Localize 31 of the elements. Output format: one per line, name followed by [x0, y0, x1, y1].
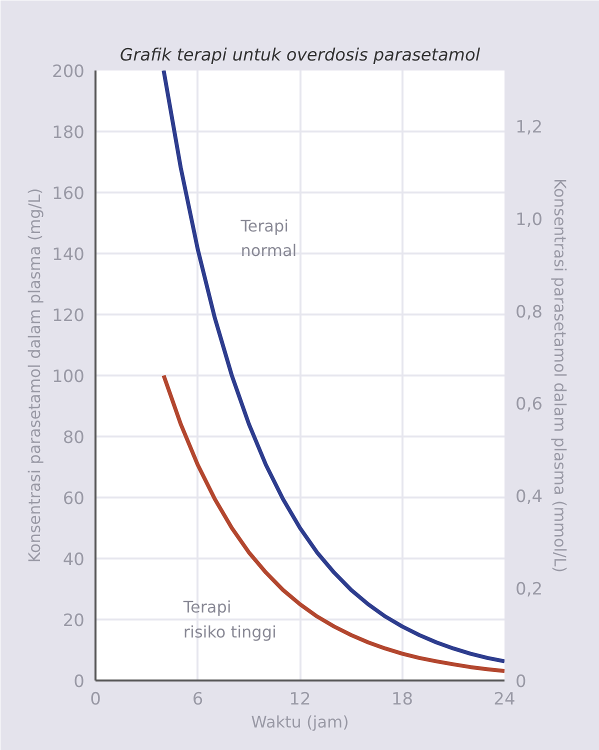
annotation: Terapi risiko tinggi	[182, 598, 276, 642]
annotation: Terapi normal	[240, 216, 297, 260]
x-tick-label: 24	[494, 690, 516, 710]
y2-tick-label: 0,4	[516, 487, 543, 508]
y-tick-label: 200	[52, 62, 85, 82]
line-series	[162, 374, 504, 674]
y-tick-label: 80	[62, 428, 85, 448]
y2-tick-label: 0,2	[516, 580, 543, 600]
y2-tick-label: 1,0	[516, 210, 543, 230]
chart-title: Grafik terapi untuk overdosis parasetamol	[120, 46, 480, 66]
y-tick-label: 20	[62, 611, 85, 631]
line-series	[162, 70, 504, 664]
y-tick-label: 0	[74, 672, 85, 692]
y-tick-label: 40	[62, 550, 85, 570]
y-axis-title: Konsentrasi parasetamol dalam plasma (mg/L)	[25, 188, 44, 563]
x-axis-title: Waktu (jam)	[251, 712, 349, 732]
y2-tick-label: 0,6	[516, 394, 543, 415]
y-tick-label: 60	[62, 489, 85, 509]
y-tick-label: 160	[52, 184, 85, 204]
x-tick-label: 18	[391, 690, 414, 710]
y2-tick-label: 1,2	[516, 117, 543, 138]
x-tick-label: 12	[289, 690, 311, 710]
x-tick-label: 0	[90, 690, 101, 710]
y2-tick-label: 0,8	[516, 302, 543, 322]
y-tick-label: 140	[52, 245, 85, 265]
y-tick-label: 180	[52, 123, 85, 143]
x-tick-label: 6	[192, 690, 204, 710]
y2-axis-title: Konsentrasi parasetamol dalam plasma (mmol/L)	[550, 178, 570, 573]
y2-tick-label: 0	[516, 672, 526, 692]
y-tick-label: 100	[52, 367, 85, 387]
y-tick-label: 120	[52, 306, 85, 326]
